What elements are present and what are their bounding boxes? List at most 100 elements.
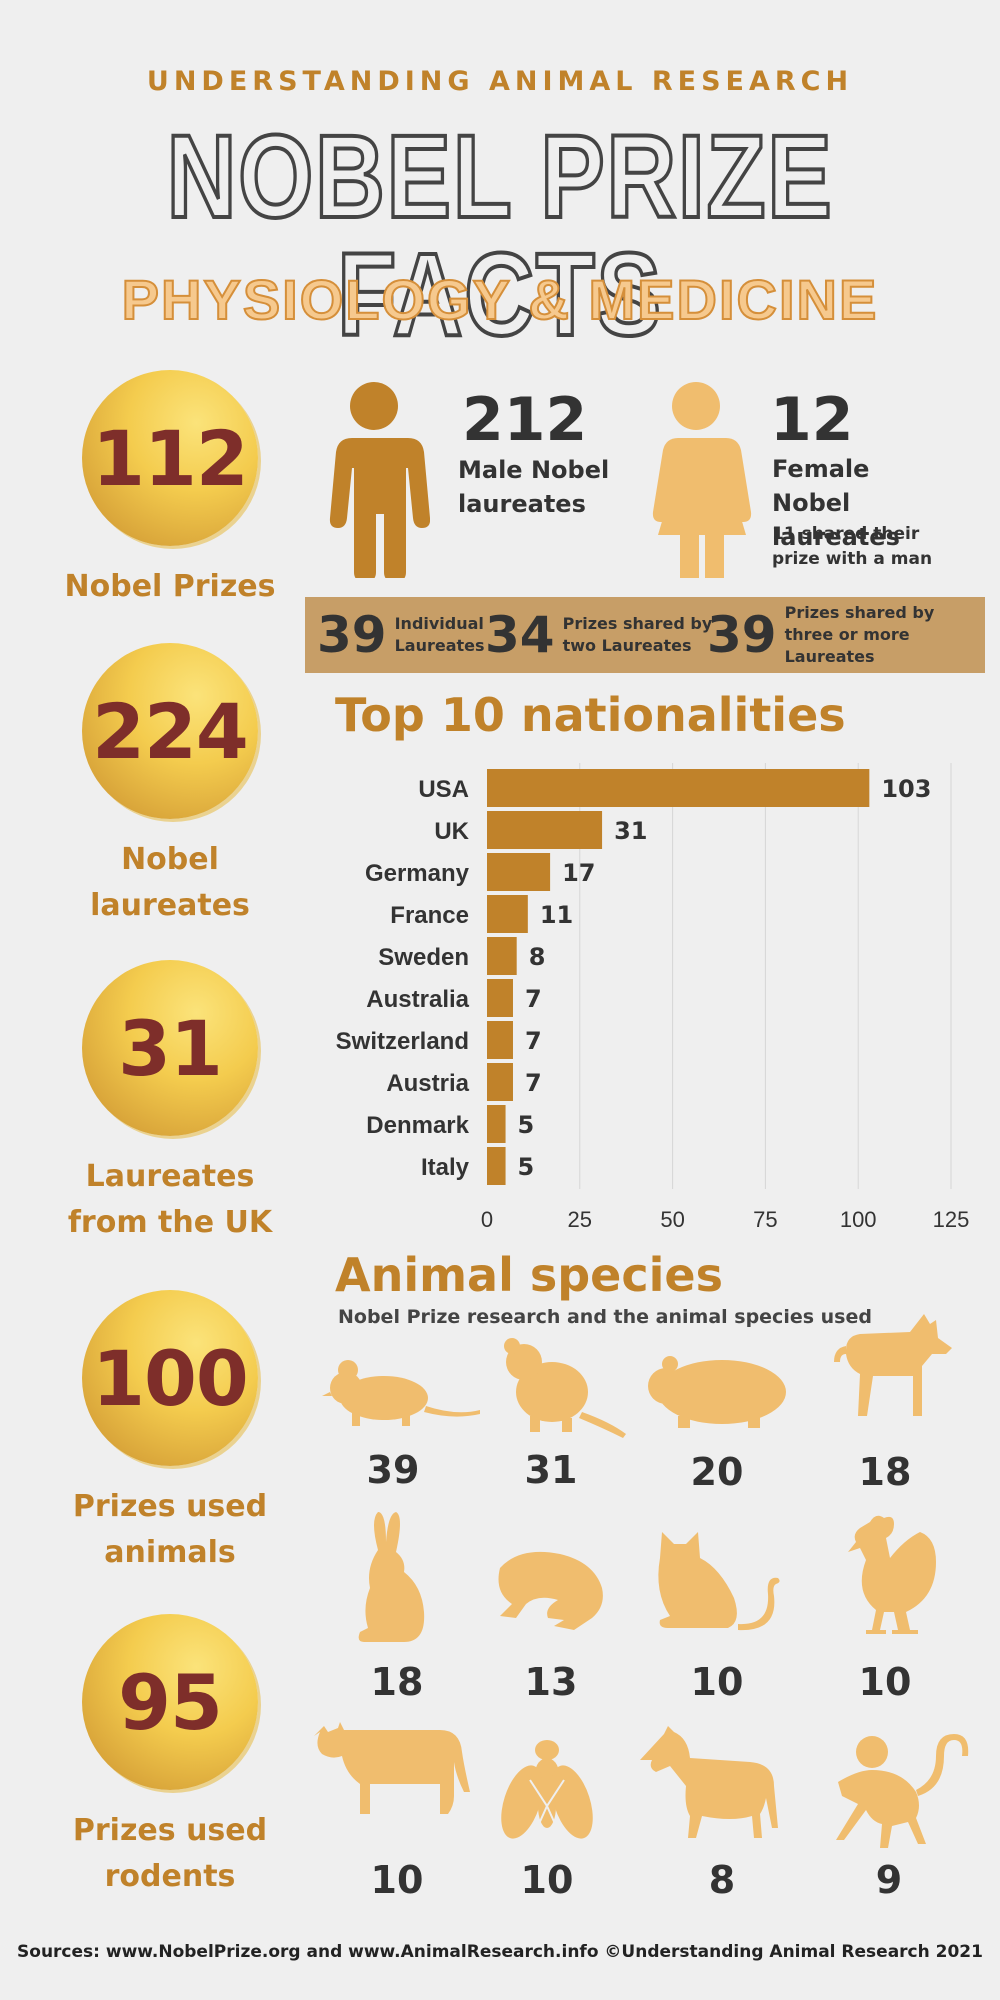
animal-count-rat: 31 xyxy=(524,1448,578,1492)
female-note: 11 shared their prize with a man xyxy=(772,524,933,569)
animal-count-monkey: 9 xyxy=(875,1858,903,1902)
animals-subtitle: Nobel Prize research and the animal spec… xyxy=(338,1306,872,1328)
value-label: 31 xyxy=(614,817,647,845)
animal-count-dog: 18 xyxy=(858,1450,912,1494)
bar xyxy=(487,1105,506,1143)
value-label: 11 xyxy=(540,901,573,929)
female-person-icon xyxy=(652,382,752,578)
bar xyxy=(487,853,551,891)
animal-count-horse: 8 xyxy=(708,1858,736,1902)
horse-icon xyxy=(640,1726,778,1838)
bar xyxy=(487,1021,513,1059)
female-label: Female Nobel laureates xyxy=(772,455,900,551)
nationalities-title: Top 10 nationalities xyxy=(335,688,846,742)
bar xyxy=(487,979,513,1017)
value-label: 8 xyxy=(529,943,546,971)
bar xyxy=(487,1147,506,1185)
value-label: 7 xyxy=(525,1027,542,1055)
cat-icon xyxy=(658,1532,780,1631)
female-count: 12 xyxy=(770,385,854,455)
stat-nobel-prizes: 112 Nobel Prizes xyxy=(60,370,280,610)
rabbit-icon xyxy=(358,1512,425,1642)
bar xyxy=(487,937,517,975)
band-shared-three: 39 Prizes shared by three or more Laurea… xyxy=(707,597,985,673)
stat-prizes-animals: 100 Prizes used animals xyxy=(60,1290,280,1576)
coin-badge: 224 xyxy=(82,643,258,819)
value-label: 17 xyxy=(562,859,595,887)
value-label: 7 xyxy=(525,1069,542,1097)
bar xyxy=(487,811,603,849)
x-tick-label: 100 xyxy=(840,1207,877,1232)
value-label: 103 xyxy=(881,775,931,803)
category-label: Italy xyxy=(421,1154,470,1181)
band-value: 39 xyxy=(317,606,387,664)
fly-icon xyxy=(501,1740,593,1839)
x-tick-label: 50 xyxy=(660,1207,684,1232)
animal-count-frog: 13 xyxy=(524,1660,578,1704)
x-tick-label: 0 xyxy=(481,1207,493,1232)
category-label: Australia xyxy=(366,986,469,1013)
band-value: 34 xyxy=(485,606,555,664)
page-subtitle: PHYSIOLOGY & MEDICINE xyxy=(121,268,879,331)
chicken-icon xyxy=(848,1515,936,1634)
bar xyxy=(487,1063,513,1101)
band-label: Prizes shared by two Laureates xyxy=(562,614,713,655)
stat-value: 31 xyxy=(118,1003,223,1093)
page-title: NOBEL PRIZE FACTS xyxy=(165,111,834,361)
category-label: USA xyxy=(418,776,469,803)
x-tick-label: 125 xyxy=(933,1207,970,1232)
category-label: Germany xyxy=(365,860,470,887)
x-tick-label: 25 xyxy=(568,1207,592,1232)
org-title: UNDERSTANDING ANIMAL RESEARCH xyxy=(146,66,854,97)
cow-icon xyxy=(314,1722,470,1814)
value-label: 5 xyxy=(518,1153,535,1181)
animal-count-cat: 10 xyxy=(690,1660,744,1704)
sources-footer: Sources: www.NobelPrize.org and www.Anim… xyxy=(17,1942,983,1962)
category-label: Austria xyxy=(386,1070,469,1097)
guinea-pig-icon xyxy=(648,1356,786,1428)
stat-label: Laureates from the UK xyxy=(67,1159,273,1240)
category-label: Denmark xyxy=(366,1112,469,1139)
stat-label: Nobel laureates xyxy=(90,842,250,923)
prize-sharing-band: 39 Individual Laureates 34 Prizes shared… xyxy=(305,597,985,673)
stat-value: 224 xyxy=(92,686,249,776)
band-label: Individual Laureates xyxy=(394,614,485,655)
coin-badge: 31 xyxy=(82,960,258,1136)
coin-badge: 100 xyxy=(82,1290,258,1466)
coin-badge: 95 xyxy=(82,1614,258,1790)
animal-count-guinea-pig: 20 xyxy=(690,1450,744,1494)
monkey-icon xyxy=(836,1734,969,1848)
band-shared-two: 34 Prizes shared by two Laureates xyxy=(485,597,713,673)
rat-icon xyxy=(504,1338,626,1438)
x-tick-label: 75 xyxy=(753,1207,777,1232)
animal-count-mouse: 39 xyxy=(366,1448,420,1492)
mouse-icon xyxy=(322,1360,480,1426)
stat-value: 95 xyxy=(118,1657,223,1747)
coin-badge: 112 xyxy=(82,370,258,546)
value-label: 7 xyxy=(525,985,542,1013)
stat-label: Nobel Prizes xyxy=(64,569,276,604)
male-person-icon xyxy=(329,382,430,578)
band-label: Prizes shared by three or more Laureates xyxy=(784,603,935,666)
male-label: Male Nobel laureates xyxy=(458,456,610,518)
value-label: 5 xyxy=(518,1111,535,1139)
category-label: France xyxy=(390,902,469,929)
animal-count-cow: 10 xyxy=(370,1858,424,1902)
animal-count-rabbit: 18 xyxy=(370,1660,424,1704)
animals-title: Animal species xyxy=(335,1248,723,1302)
animal-count-fly: 10 xyxy=(520,1858,574,1902)
stat-value: 112 xyxy=(92,413,249,503)
stat-nobel-laureates: 224 Nobel laureates xyxy=(60,643,280,929)
band-value: 39 xyxy=(707,606,777,664)
stat-prizes-rodents: 95 Prizes used rodents xyxy=(60,1614,280,1900)
band-individual: 39 Individual Laureates xyxy=(317,597,485,673)
bar xyxy=(487,895,528,933)
stat-uk-laureates: 31 Laureates from the UK xyxy=(60,960,280,1246)
category-label: Switzerland xyxy=(336,1028,469,1055)
stat-value: 100 xyxy=(92,1333,249,1423)
category-label: UK xyxy=(434,818,469,845)
category-label: Sweden xyxy=(378,944,469,971)
bar xyxy=(487,769,870,807)
animal-count-chicken: 10 xyxy=(858,1660,912,1704)
